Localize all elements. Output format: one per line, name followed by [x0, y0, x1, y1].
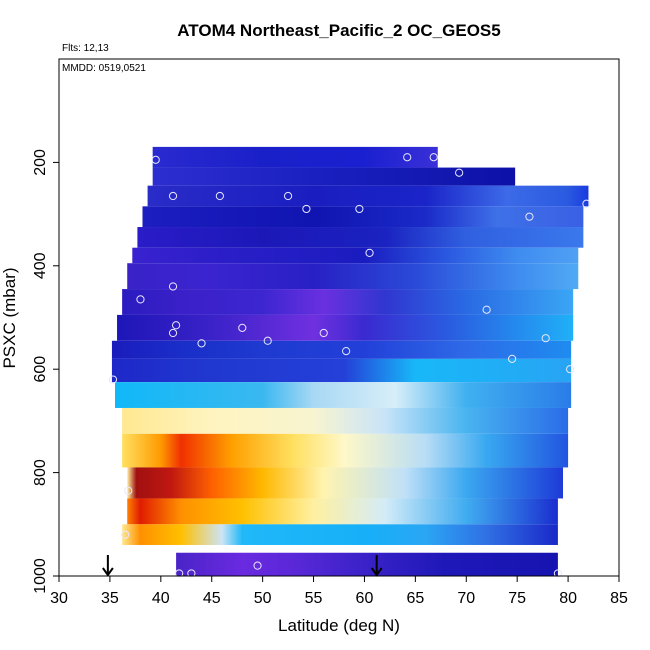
heatmap-band: [137, 227, 584, 248]
x-axis-label: Latitude (deg N): [278, 616, 400, 635]
flight-arrow: [102, 555, 114, 577]
heatmap-band: [127, 467, 563, 499]
observation-point: [403, 153, 412, 162]
heatmap-band: [111, 358, 572, 383]
x-tick-label: 55: [305, 590, 323, 607]
heatmap-band: [122, 524, 558, 545]
observation-point: [582, 199, 591, 208]
observation-point: [302, 204, 311, 214]
heatmap-band: [127, 498, 558, 525]
observation-point: [215, 191, 224, 201]
x-axis: 30 35 40 45 50 55 60 65 70 75 80 85: [50, 575, 628, 607]
observation-point: [525, 212, 534, 221]
x-tick-label: 50: [254, 590, 272, 607]
heatmap-band: [142, 206, 584, 228]
heatmap-bands: [111, 146, 589, 576]
observation-point: [253, 561, 262, 570]
observation-point: [283, 191, 293, 201]
chart-title: ATOM4 Northeast_Pacific_2 OC_GEOS5: [177, 21, 500, 40]
observation-point: [175, 569, 184, 578]
x-tick-label: 40: [152, 590, 170, 607]
heatmap-band: [117, 314, 574, 341]
x-tick-label: 60: [356, 590, 374, 607]
flight-arrows: [102, 555, 383, 577]
observation-point: [319, 328, 328, 338]
observation-point: [168, 191, 178, 201]
observation-point: [482, 305, 491, 314]
y-tick-label: 1000: [32, 558, 49, 594]
heatmap-band: [127, 263, 579, 290]
observation-point: [541, 334, 550, 343]
heatmap-band: [152, 146, 438, 168]
observation-point: [566, 365, 575, 374]
observation-point: [365, 248, 374, 257]
y-tick-label: 400: [32, 252, 49, 279]
y-tick-label: 800: [32, 459, 49, 486]
heatmap-band: [147, 185, 589, 207]
observation-point: [263, 336, 272, 345]
x-tick-label: 70: [457, 590, 475, 607]
heatmap-band: [122, 289, 574, 315]
observation-point: [429, 153, 438, 162]
y-tick-label: 600: [32, 356, 49, 383]
observation-point: [238, 323, 247, 332]
observation-point: [342, 347, 351, 356]
observation-points: [108, 153, 591, 578]
observation-point: [507, 354, 517, 363]
flight-arrow: [370, 555, 383, 577]
heatmap-band: [122, 407, 569, 434]
observation-point: [124, 486, 133, 495]
x-tick-label: 80: [559, 590, 577, 607]
y-axis-label: PSXC (mbar): [0, 267, 19, 368]
heatmap-band: [132, 247, 579, 264]
flights-label: Flts: 12,13: [62, 43, 109, 54]
observation-point: [136, 295, 145, 304]
heatmap-band: [176, 552, 558, 576]
observation-point: [187, 569, 196, 578]
x-tick-label: 45: [203, 590, 221, 607]
observation-point: [355, 204, 364, 214]
date-annotation: MMDD: 0519,0521: [62, 63, 146, 74]
heatmap-band: [115, 382, 572, 408]
observation-point: [197, 339, 206, 348]
observation-point: [171, 321, 181, 330]
x-tick-label: 30: [50, 590, 68, 607]
observation-point: [108, 375, 118, 384]
y-axis: 200 400 600 800 1000: [32, 149, 60, 594]
x-tick-label: 35: [101, 590, 119, 607]
observation-point: [168, 282, 178, 291]
observation-point: [151, 155, 160, 164]
x-tick-label: 75: [508, 590, 526, 607]
observation-point: [168, 328, 178, 338]
heatmap-band: [152, 167, 516, 186]
observation-point: [121, 530, 130, 539]
y-tick-label: 200: [32, 149, 49, 176]
x-tick-label: 65: [406, 590, 424, 607]
observation-point: [553, 569, 563, 578]
heatmap-band: [111, 340, 572, 359]
x-tick-label: 85: [610, 590, 628, 607]
observation-point: [455, 168, 464, 177]
heatmap-band: [122, 433, 569, 468]
